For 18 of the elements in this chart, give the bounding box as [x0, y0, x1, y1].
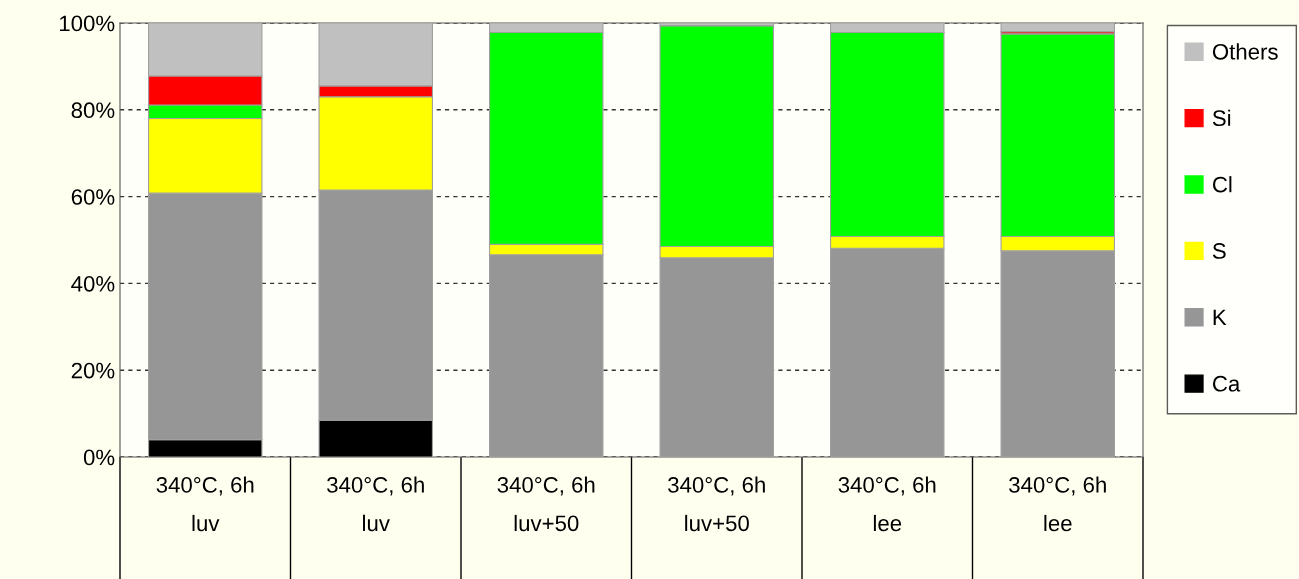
- y-tick-label: 0%: [83, 449, 115, 466]
- y-tick-label: 100%: [60, 15, 115, 32]
- legend-label: Si: [1212, 109, 1231, 127]
- x-tick-label: 340°C, 6h luv: [156, 476, 254, 532]
- legend-label: Cl: [1212, 176, 1232, 193]
- x-tick-label: 340°C, 6h luv+50: [497, 476, 595, 532]
- x-tick-label: 340°C, 6h lee: [838, 476, 936, 532]
- legend-label: S: [1212, 243, 1226, 259]
- y-tick-label: 80%: [71, 102, 115, 119]
- x-tick-label: 340°C, 6h luv+50: [668, 476, 765, 532]
- legend-label: K: [1213, 309, 1227, 325]
- y-tick-label: 40%: [71, 275, 115, 292]
- legend-label: Others: [1212, 43, 1278, 60]
- legend-label: Ca: [1212, 375, 1241, 392]
- x-tick-label: 340°C, 6h luv: [327, 476, 424, 532]
- y-tick-label: 20%: [71, 362, 115, 379]
- x-tick-label: 340°C, 6h lee: [1009, 476, 1106, 532]
- y-tick-label: 60%: [71, 189, 115, 205]
